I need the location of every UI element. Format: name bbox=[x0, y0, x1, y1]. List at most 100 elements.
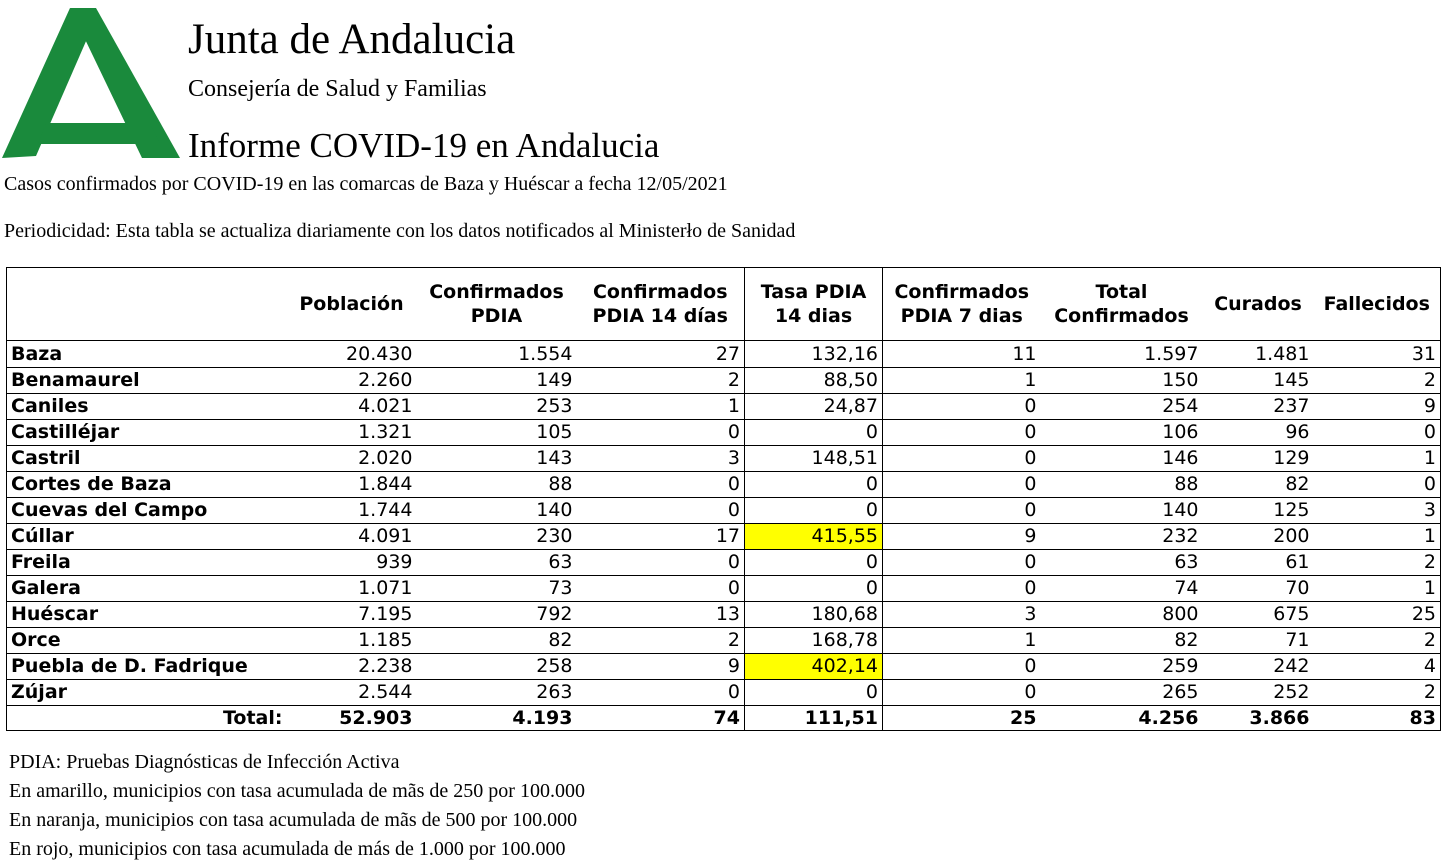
cell-municipality: Puebla de D. Fadrique bbox=[6, 653, 287, 680]
cell-municipality: Cuevas del Campo bbox=[6, 497, 287, 524]
cell-deceased: 25 bbox=[1313, 601, 1441, 628]
report-title: Informe COVID-19 en Andalucia bbox=[188, 126, 660, 165]
cell-deceased: 2 bbox=[1313, 367, 1441, 394]
table-row: Caniles 4.021 253 1 24,87 0 254 237 9 bbox=[6, 393, 1441, 420]
report-subtitle: Casos confirmados por COVID-19 en las co… bbox=[4, 173, 728, 195]
cell-total-confirmed: 106 bbox=[1040, 419, 1203, 446]
cell-confirmed-7d: 1 bbox=[882, 627, 1041, 654]
table-row: Huéscar 7.195 792 13 180,68 3 800 675 25 bbox=[6, 601, 1441, 628]
cell-confirmed-pdia: 88 bbox=[416, 471, 577, 498]
cell-municipality: Orce bbox=[6, 627, 287, 654]
table-row: Galera 1.071 73 0 0 0 74 70 1 bbox=[6, 575, 1441, 602]
cell-confirmed-14d: 27 bbox=[576, 340, 745, 368]
table-row: Zújar 2.544 263 0 0 0 265 252 2 bbox=[6, 679, 1441, 706]
cell-population: 2.020 bbox=[286, 445, 417, 472]
junta-andalucia-logo-icon bbox=[2, 8, 180, 158]
cell-confirmed-7d: 1 bbox=[882, 367, 1041, 394]
cell-municipality: Freila bbox=[6, 549, 287, 576]
cell-total-confirmed: 150 bbox=[1040, 367, 1203, 394]
cell-confirmed-pdia: 73 bbox=[416, 575, 577, 602]
cell-municipality: Galera bbox=[6, 575, 287, 602]
cell-confirmed-7d: 0 bbox=[882, 549, 1041, 576]
cell-confirmed-7d: 0 bbox=[882, 471, 1041, 498]
table-row: Cortes de Baza 1.844 88 0 0 0 88 82 0 bbox=[6, 471, 1441, 498]
cell-recovered: 145 bbox=[1202, 367, 1314, 394]
cell-confirmed-7d: 11 bbox=[882, 340, 1041, 368]
cell-recovered: 242 bbox=[1202, 653, 1314, 680]
cell-confirmed-7d: 9 bbox=[882, 523, 1041, 550]
note-pdia-definition: PDIA: Pruebas Diagnósticas de Infección … bbox=[9, 751, 400, 773]
cell-deceased: 0 bbox=[1313, 419, 1441, 446]
table-row: Freila 939 63 0 0 0 63 61 2 bbox=[6, 549, 1441, 576]
cell-confirmed-14d: 17 bbox=[576, 523, 745, 550]
cell-municipality: Benamaurel bbox=[6, 367, 287, 394]
cell-confirmed-14d: 0 bbox=[576, 497, 745, 524]
cell-population: 2.544 bbox=[286, 679, 417, 706]
cell-confirmed-pdia: 143 bbox=[416, 445, 577, 472]
cell-confirmed-14d: 2 bbox=[576, 367, 745, 394]
cell-municipality: Huéscar bbox=[6, 601, 287, 628]
cell-rate-14d: 0 bbox=[744, 679, 883, 706]
cell-population: 7.195 bbox=[286, 601, 417, 628]
cell-population: 1.071 bbox=[286, 575, 417, 602]
cell-confirmed-pdia: 253 bbox=[416, 393, 577, 420]
cell-recovered: 237 bbox=[1202, 393, 1314, 420]
table-row: Castilléjar 1.321 105 0 0 0 106 96 0 bbox=[6, 419, 1441, 446]
cell-municipality: Caniles bbox=[6, 393, 287, 420]
cell-deceased: 9 bbox=[1313, 393, 1441, 420]
cell-deceased: 2 bbox=[1313, 549, 1441, 576]
cell-total-confirmed: 74 bbox=[1040, 575, 1203, 602]
cell-municipality: Zújar bbox=[6, 679, 287, 706]
cell-confirmed-14d: 9 bbox=[576, 653, 745, 680]
cell-rate-14d: 148,51 bbox=[744, 445, 883, 472]
cell-recovered: 61 bbox=[1202, 549, 1314, 576]
cell-population: 2.238 bbox=[286, 653, 417, 680]
cell-confirmed-pdia: 263 bbox=[416, 679, 577, 706]
cell-recovered: 1.481 bbox=[1202, 340, 1314, 368]
column-header-recovered: Curados bbox=[1202, 267, 1314, 341]
cell-rate-14d: 24,87 bbox=[744, 393, 883, 420]
cell-confirmed-14d: 3 bbox=[576, 445, 745, 472]
table-row: Castril 2.020 143 3 148,51 0 146 129 1 bbox=[6, 445, 1441, 472]
column-header-deceased: Fallecidos bbox=[1313, 267, 1441, 341]
cell-total-confirmed: 88 bbox=[1040, 471, 1203, 498]
cell-total-confirmed: 82 bbox=[1040, 627, 1203, 654]
cell-confirmed-14d: 0 bbox=[576, 679, 745, 706]
cell-total-confirmed: 254 bbox=[1040, 393, 1203, 420]
column-header-municipality bbox=[6, 267, 287, 341]
cell-municipality: Cortes de Baza bbox=[6, 471, 287, 498]
cell-total-confirmed: 232 bbox=[1040, 523, 1203, 550]
cell-rate-14d: 415,55 bbox=[744, 523, 883, 550]
total-confirmed-pdia: 4.193 bbox=[416, 705, 577, 731]
cell-rate-14d: 0 bbox=[744, 549, 883, 576]
cell-recovered: 96 bbox=[1202, 419, 1314, 446]
table-row: Baza 20.430 1.554 27 132,16 11 1.597 1.481 31 bbox=[6, 340, 1441, 368]
cell-recovered: 200 bbox=[1202, 523, 1314, 550]
cell-population: 1.844 bbox=[286, 471, 417, 498]
column-header-confirmed-pdia: Confirmados PDIA bbox=[416, 267, 577, 341]
cell-rate-14d: 180,68 bbox=[744, 601, 883, 628]
cell-confirmed-7d: 0 bbox=[882, 679, 1041, 706]
cell-confirmed-pdia: 140 bbox=[416, 497, 577, 524]
cell-deceased: 0 bbox=[1313, 471, 1441, 498]
cell-confirmed-7d: 3 bbox=[882, 601, 1041, 628]
cell-rate-14d: 168,78 bbox=[744, 627, 883, 654]
cell-recovered: 71 bbox=[1202, 627, 1314, 654]
department-name: Consejería de Salud y Familias bbox=[188, 76, 487, 102]
cell-rate-14d: 132,16 bbox=[744, 340, 883, 368]
total-total-confirmed: 4.256 bbox=[1040, 705, 1203, 731]
cell-total-confirmed: 146 bbox=[1040, 445, 1203, 472]
table-header-row: Población Confirmados PDIA Confirmados P… bbox=[6, 267, 1441, 341]
total-recovered: 3.866 bbox=[1202, 705, 1314, 731]
cell-confirmed-7d: 0 bbox=[882, 445, 1041, 472]
total-population: 52.903 bbox=[286, 705, 417, 731]
table-total-row: Total: 52.903 4.193 74 111,51 25 4.256 3… bbox=[6, 705, 1441, 731]
table-row: Puebla de D. Fadrique 2.238 258 9 402,14 0 259… bbox=[6, 653, 1441, 680]
cell-total-confirmed: 63 bbox=[1040, 549, 1203, 576]
cell-deceased: 3 bbox=[1313, 497, 1441, 524]
cell-confirmed-pdia: 105 bbox=[416, 419, 577, 446]
cell-population: 1.744 bbox=[286, 497, 417, 524]
cell-total-confirmed: 1.597 bbox=[1040, 340, 1203, 368]
cell-population: 1.321 bbox=[286, 419, 417, 446]
cell-confirmed-14d: 13 bbox=[576, 601, 745, 628]
